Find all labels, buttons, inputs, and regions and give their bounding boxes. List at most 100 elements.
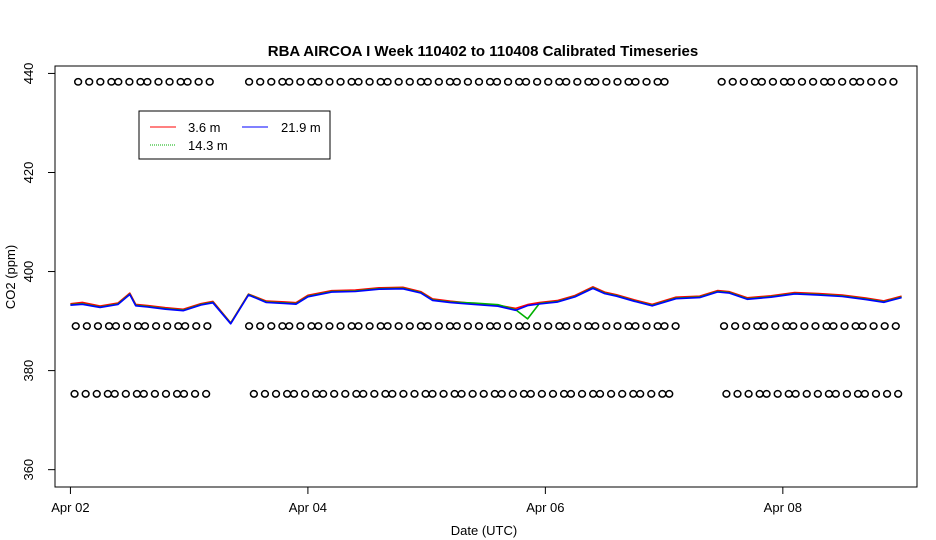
calibration-marker (802, 389, 811, 398)
calibration-marker (132, 389, 142, 398)
calibration-marker (602, 77, 611, 86)
calibration-marker (450, 389, 459, 398)
calibration-marker (555, 77, 564, 86)
calibration-marker (468, 389, 477, 398)
x-axis: Apr 02 Apr 04 Apr 06 Apr 08 (51, 487, 802, 515)
calibration-marker (515, 77, 524, 86)
calibration-marker (665, 389, 674, 398)
calibration-marker (405, 322, 414, 330)
calibration-marker (762, 389, 771, 398)
calibration-marker (744, 389, 753, 398)
calibration-marker (838, 77, 847, 86)
calibration-marker (289, 389, 299, 398)
legend-box (138, 110, 331, 160)
calibration-marker (336, 322, 345, 330)
calibration-marker (519, 389, 529, 398)
calibration-marker (172, 389, 182, 398)
calibration-marker (722, 389, 731, 398)
legend-label-21-9m: 21.9 m (281, 120, 321, 135)
calibration-marker (296, 322, 305, 330)
y-tick-label: 400 (21, 261, 36, 283)
calibration-marker (121, 389, 130, 398)
calibration-marker (631, 322, 640, 330)
y-tick-label: 440 (21, 63, 36, 85)
calibration-marker (176, 77, 185, 86)
calibration-marker (779, 77, 789, 86)
calibration-marker (434, 322, 443, 330)
calibration-marker (307, 77, 316, 86)
calibration-marker (894, 389, 903, 398)
calibration-marker (365, 77, 374, 86)
calibration-markers (70, 77, 903, 398)
calibration-marker (595, 389, 605, 398)
calibration-marker (618, 389, 627, 398)
calibration-marker (768, 77, 778, 86)
calibration-marker (143, 77, 152, 86)
legend-label-14-3m: 14.3 m (188, 138, 228, 153)
calibration-marker (103, 389, 112, 398)
calibration-marker (573, 77, 582, 86)
calibration-marker (548, 389, 558, 398)
calibration-marker (544, 322, 553, 330)
calibration-marker (347, 77, 356, 86)
calibration-marker (849, 77, 858, 86)
calibration-marker (151, 322, 161, 330)
calibration-marker (278, 322, 287, 330)
calibration-marker (559, 389, 569, 398)
calibration-marker (658, 389, 667, 398)
calibration-marker (771, 322, 780, 330)
calibration-marker (853, 389, 863, 398)
calibration-marker (624, 77, 633, 86)
calibration-marker (205, 77, 214, 86)
calibration-marker (474, 322, 484, 330)
calibration-marker (786, 77, 796, 86)
calibration-marker (555, 322, 564, 330)
calibration-marker (577, 389, 587, 398)
calibration-marker (300, 389, 310, 398)
calibration-marker (336, 77, 345, 86)
calibration-marker (70, 389, 79, 398)
calibration-marker (428, 389, 437, 398)
calibration-marker (416, 322, 425, 330)
calibration-marker (365, 322, 374, 330)
calibration-marker (423, 77, 432, 86)
calibration-marker (733, 389, 742, 398)
calibration-marker (82, 322, 91, 330)
calibration-marker (133, 322, 143, 330)
calibration-marker (508, 389, 517, 398)
calibration-marker (742, 322, 751, 330)
series-line-21-9-m (70, 287, 902, 325)
calibration-marker (584, 322, 593, 330)
calibration-marker (203, 322, 212, 330)
x-tick-label: Apr 06 (526, 500, 564, 515)
calibration-marker (463, 322, 473, 330)
calibration-marker (122, 322, 132, 330)
calibration-marker (249, 389, 259, 398)
calibration-marker (791, 389, 800, 398)
calibration-marker (891, 322, 900, 330)
calibration-marker (537, 389, 547, 398)
calibration-marker (871, 389, 881, 398)
calibration-marker (573, 322, 582, 330)
legend-label-3-6m: 3.6 m (188, 120, 221, 135)
calibration-marker (194, 77, 203, 86)
calibration-marker (503, 322, 513, 330)
calibration-marker (107, 77, 116, 86)
calibration-marker (755, 389, 764, 398)
calibration-marker (163, 322, 172, 330)
calibration-marker (457, 389, 466, 398)
calibration-marker (485, 77, 495, 86)
calibration-marker (647, 389, 656, 398)
calibration-marker (278, 77, 287, 86)
calibration-marker (739, 77, 748, 86)
calibration-marker (388, 389, 397, 398)
calibration-marker (800, 322, 809, 330)
calibration-marker (439, 389, 448, 398)
calibration-marker (111, 322, 121, 330)
calibration-marker (181, 322, 190, 330)
calibration-marker (452, 77, 461, 86)
calibration-marker (867, 77, 876, 86)
calibration-marker (719, 322, 729, 330)
calibration-marker (285, 77, 294, 86)
calibration-marker (183, 77, 192, 86)
